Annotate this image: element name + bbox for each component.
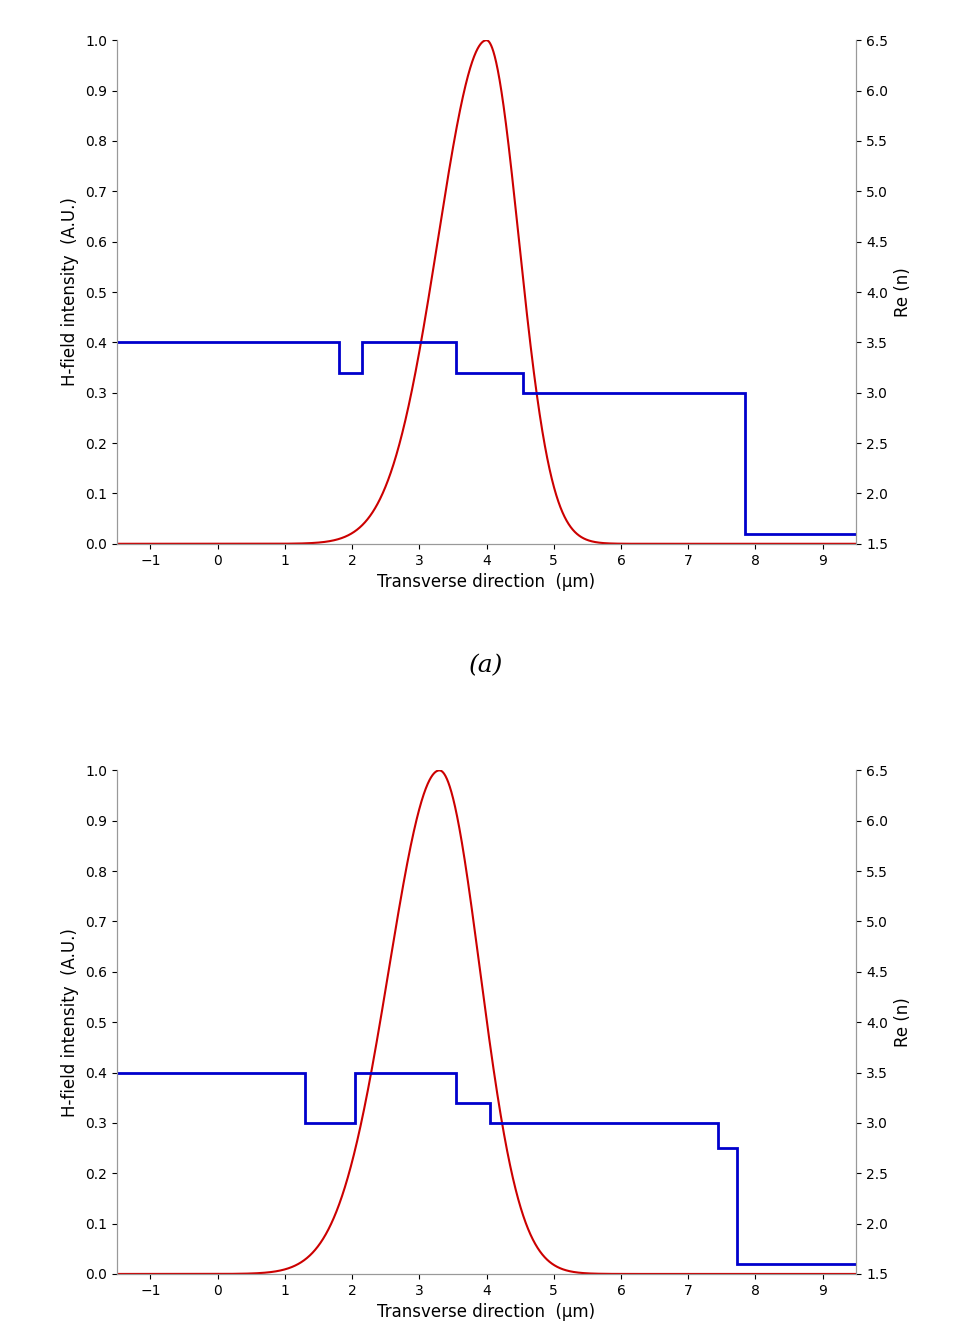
X-axis label: Transverse direction  (μm): Transverse direction (μm) (378, 1303, 595, 1321)
Y-axis label: Re (n): Re (n) (893, 267, 912, 316)
Y-axis label: H-field intensity  (A.U.): H-field intensity (A.U.) (61, 197, 80, 386)
Text: (a): (a) (469, 654, 504, 677)
Y-axis label: H-field intensity  (A.U.): H-field intensity (A.U.) (61, 928, 80, 1117)
X-axis label: Transverse direction  (μm): Transverse direction (μm) (378, 573, 595, 591)
Y-axis label: Re (n): Re (n) (893, 998, 912, 1047)
